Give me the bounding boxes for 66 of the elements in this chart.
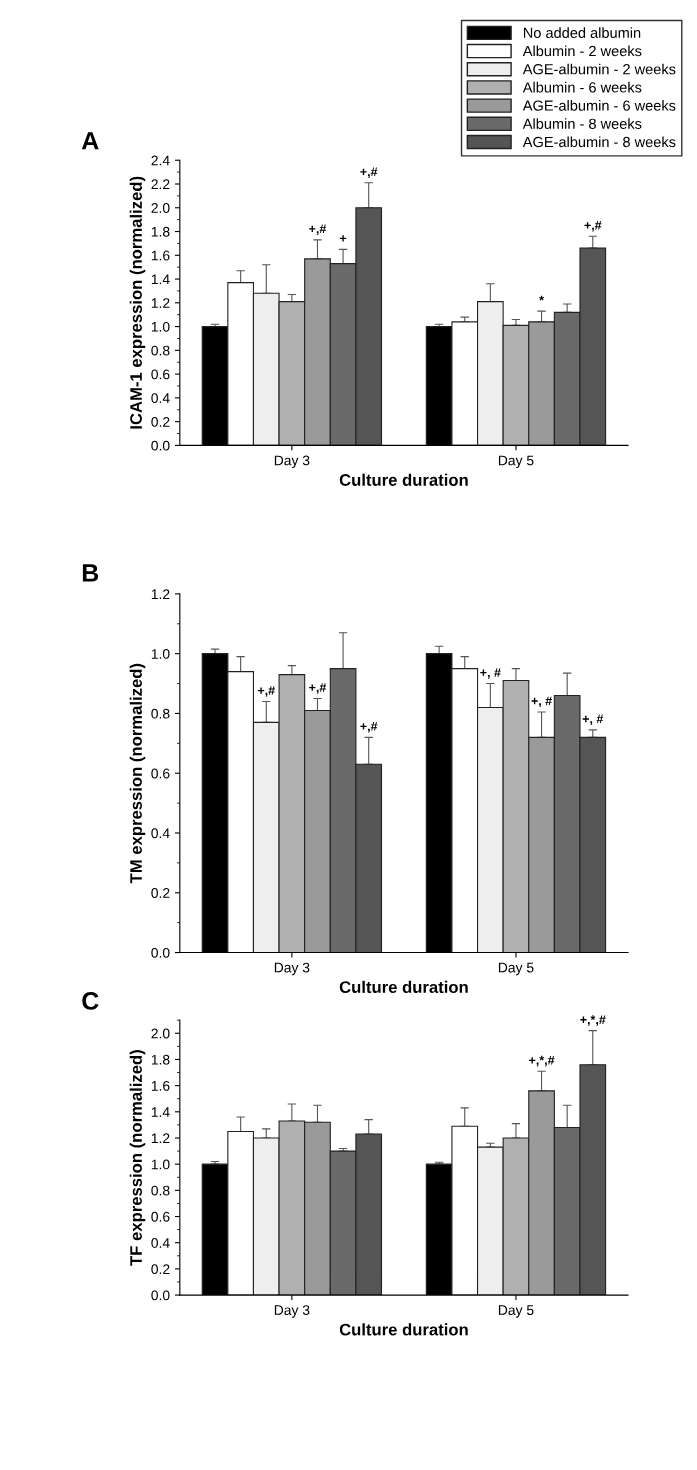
legend-label: Albumin - 8 weeks [522,118,642,129]
y-axis-title: ICAM-1 expression (normalized) [129,176,146,429]
y-tick-label: 1.8 [151,1054,170,1065]
y-tick-label: 1.0 [151,648,170,659]
chart-title: C [82,992,99,1010]
y-tick-label: 1.2 [151,298,170,308]
chart-title: B [82,564,99,582]
x-tick-label: Day 5 [498,1305,534,1318]
x-tick-label: Day 3 [274,455,310,469]
annotation: +, # [480,668,501,679]
y-tick-label: 0.0 [151,1290,170,1301]
annotation: +, # [582,714,604,726]
y-tick-label: 0.8 [151,345,170,356]
y-axis-title: TF expression (normalized) [129,1050,146,1266]
x-tick-label: Day 5 [498,962,534,976]
x-axis-title: Culture duration [339,473,468,486]
y-tick-label: 0.4 [151,828,170,839]
x-axis-title: Culture duration [339,1323,468,1336]
y-tick-label: 0.6 [151,768,170,779]
y-tick-label: 1.4 [151,274,170,285]
y-tick-label: 0.2 [151,1264,170,1275]
annotation: +,# [584,221,602,232]
legend-label: Albumin - 2 weeks [522,45,642,57]
y-tick-label: 1.8 [151,226,170,237]
annotation: +, # [531,696,552,708]
legend-label: AGE-albumin - 8 weeks [522,136,676,148]
annotation: +,# [309,224,327,236]
y-tick-label: 0.2 [151,888,170,898]
y-tick-label: 0.4 [151,393,170,404]
y-tick-label: 0.8 [151,1185,170,1196]
x-axis-title: Culture duration [339,980,468,994]
y-tick-label: 1.2 [151,589,170,599]
chart-title: A [81,132,99,150]
annotation: +,*,# [529,1055,555,1067]
x-tick-label: Day 5 [498,455,534,469]
legend-label: AGE-albumin - 2 weeks [522,63,676,75]
annotation: +,# [360,167,378,178]
y-tick-label: 0.6 [151,369,170,380]
y-tick-label: 2.0 [151,203,170,213]
x-tick-label: Day 3 [274,1305,310,1318]
y-tick-label: 0.6 [151,1211,170,1222]
y-tick-label: 1.6 [151,250,170,261]
y-tick-label: 0.0 [151,947,170,958]
x-tick-label: Day 3 [274,962,310,976]
y-tick-label: 1.2 [151,1133,170,1144]
y-axis-title: TM expression (normalized) [129,663,146,884]
annotation: * [539,295,544,301]
y-tick-label: 0.8 [151,708,170,719]
y-tick-label: 1.0 [151,321,170,332]
y-tick-label: 1.4 [151,1107,170,1117]
legend-label: AGE-albumin - 6 weeks [522,100,676,111]
annotation: +,# [257,686,275,697]
legend-label: No added albumin [523,27,641,38]
legend-label: Albumin - 6 weeks [522,81,642,93]
y-tick-label: 0.0 [151,440,170,451]
y-tick-label: 1.0 [151,1159,170,1170]
y-tick-label: 0.4 [151,1238,170,1248]
annotation: +,*,# [580,1015,606,1026]
y-tick-label: 2.0 [151,1028,170,1039]
annotation: +,# [309,683,327,694]
annotation: + [339,235,347,242]
y-tick-label: 2.2 [151,179,170,190]
y-tick-label: 1.6 [151,1080,170,1091]
y-tick-label: 2.4 [151,155,170,166]
annotation: +,# [360,722,378,733]
y-tick-label: 0.2 [151,416,170,427]
